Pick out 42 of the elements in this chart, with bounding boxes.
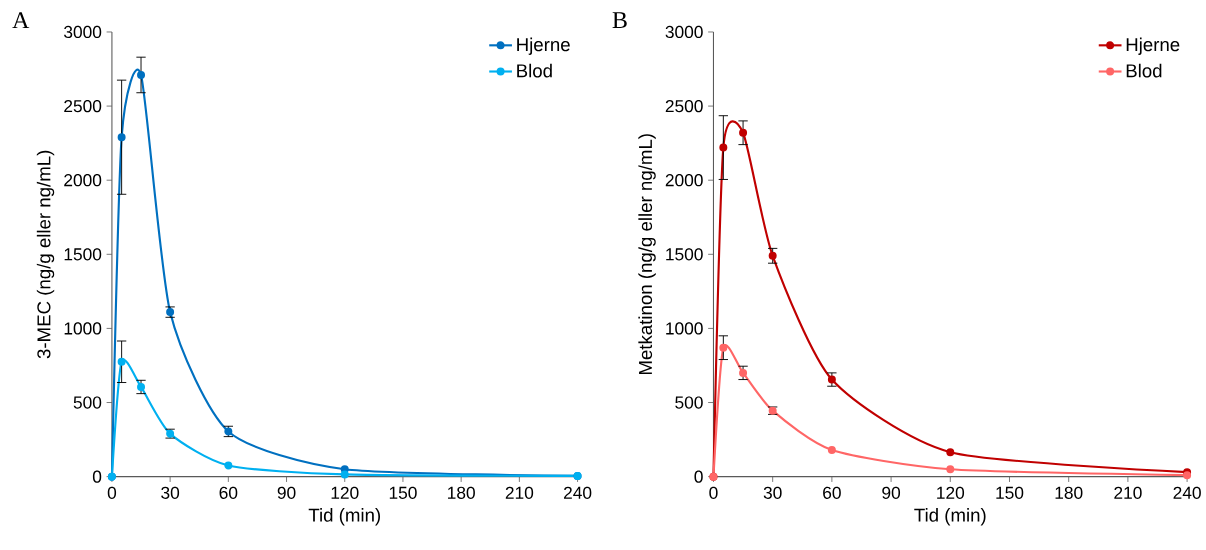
x-tick-label: 90 <box>882 486 901 500</box>
y-tick-label: 2000 <box>64 174 102 187</box>
text: B <box>612 12 627 29</box>
y-tick-label: 2500 <box>665 100 703 113</box>
x-tick-label: 0 <box>107 486 117 500</box>
x-tick-label: 240 <box>564 486 592 500</box>
x-tick-label: 240 <box>1173 486 1201 500</box>
y-tick-label: 2500 <box>64 100 102 113</box>
x-tick-label: 180 <box>448 486 475 500</box>
x-tick-label: 180 <box>1055 486 1083 500</box>
x-axis-title: Tid (min) <box>914 508 986 526</box>
x-tick-label: 210 <box>505 486 534 500</box>
x-tick-label: 60 <box>219 486 238 500</box>
y-tick-label: 1500 <box>666 248 703 261</box>
y-tick-label: 500 <box>73 396 102 409</box>
y-tick-label: 1000 <box>666 322 703 335</box>
x-tick-label: 120 <box>331 486 359 500</box>
y-tick-label: 3000 <box>665 26 703 39</box>
x-tick-label: 30 <box>763 486 782 500</box>
x-tick-label: 210 <box>1114 486 1142 500</box>
y-tick-label: 0 <box>92 470 102 483</box>
x-axis-title: Tid (min) <box>308 508 381 526</box>
y-tick-label: 1500 <box>64 248 102 261</box>
x-tick-label: 150 <box>996 486 1024 500</box>
y-tick-label: 3000 <box>64 26 102 39</box>
x-tick-label: 90 <box>277 486 296 500</box>
y-axis-title: Metkatinon (ng/g eller ng/mL) <box>638 134 656 375</box>
x-tick-label: 120 <box>937 486 965 500</box>
legend-label: Blod <box>517 63 552 78</box>
x-tick-label: 30 <box>161 486 180 500</box>
legend-label: Hjerne <box>1126 37 1180 56</box>
x-tick-label: 60 <box>823 486 841 500</box>
legend-label: Hjerne <box>517 37 570 56</box>
text: A <box>12 12 30 29</box>
y-tick-label: 2000 <box>665 174 703 187</box>
y-tick-label: 0 <box>694 470 703 483</box>
x-tick-label: 150 <box>389 486 417 500</box>
legend-label: Blod <box>1126 63 1162 78</box>
x-tick-label: 0 <box>709 486 718 500</box>
y-tick-label: 500 <box>675 396 703 409</box>
y-tick-label: 1000 <box>64 322 102 335</box>
y-axis-title: 3-MEC (ng/g eller ng/mL) <box>36 151 55 359</box>
